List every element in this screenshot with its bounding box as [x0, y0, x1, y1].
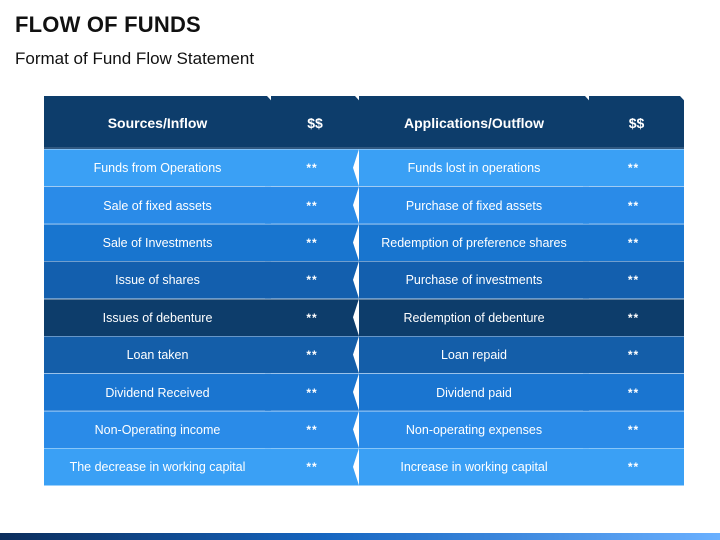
source-cell: Issue of shares [44, 261, 271, 298]
application-cell: Purchase of fixed assets [359, 186, 589, 223]
source-cell: The decrease in working capital [44, 448, 271, 485]
table-body: Funds from Operations ** Funds lost in ope… [44, 149, 684, 486]
source-amount-cell: ** [265, 448, 359, 485]
table-row: The decrease in working capital ** Increas… [44, 448, 684, 486]
application-amount-cell: ** [583, 298, 684, 336]
header-applications: Applications/Outflow [359, 96, 589, 149]
source-amount-cell: ** [265, 261, 359, 298]
table-row: Issue of shares ** Purchase of investments… [44, 261, 684, 299]
source-amount-cell: ** [265, 336, 359, 373]
application-cell: Redemption of preference shares [359, 224, 589, 261]
source-cell: Loan taken [44, 336, 271, 373]
application-amount-cell: ** [583, 410, 684, 449]
table-row: Sale of fixed assets ** Purchase of fixed … [44, 186, 684, 224]
page-title: FLOW OF FUNDS [15, 12, 201, 37]
table-row: Non-Operating income ** Non-operating expe… [44, 410, 684, 449]
application-amount-cell: ** [583, 261, 684, 299]
source-amount-cell: ** [265, 149, 359, 186]
application-amount-cell: ** [583, 149, 684, 187]
header-sources: Sources/Inflow [44, 96, 271, 149]
header-sources-amount: $$ [271, 96, 359, 149]
application-amount-cell: ** [583, 186, 684, 224]
table-row: Loan taken ** Loan repaid ** [44, 335, 684, 374]
fund-flow-table: Sources/Inflow $$ Applications/Outflow $… [44, 96, 684, 486]
application-cell: Purchase of investments [359, 261, 589, 298]
source-cell: Sale of Investments [44, 224, 271, 261]
source-cell: Issues of debenture [44, 299, 271, 336]
application-cell: Dividend paid [359, 373, 589, 410]
application-amount-cell: ** [583, 335, 684, 374]
header-applications-amount: $$ [589, 96, 684, 149]
source-cell: Dividend Received [44, 373, 271, 410]
table-row: Dividend Received ** Dividend paid ** [44, 373, 684, 411]
table-row: Funds from Operations ** Funds lost in ope… [44, 149, 684, 187]
bottom-accent-bar [0, 533, 720, 540]
page-subtitle: Format of Fund Flow Statement [15, 49, 255, 68]
table-header-row: Sources/Inflow $$ Applications/Outflow $… [44, 96, 684, 149]
application-amount-cell: ** [583, 223, 684, 262]
application-amount-cell: ** [583, 448, 684, 486]
source-amount-cell: ** [265, 411, 359, 448]
application-cell: Redemption of debenture [359, 299, 589, 336]
application-cell: Funds lost in operations [359, 149, 589, 186]
table-row: Sale of Investments ** Redemption of prefe… [44, 223, 684, 262]
application-cell: Increase in working capital [359, 448, 589, 485]
source-amount-cell: ** [265, 186, 359, 223]
application-cell: Loan repaid [359, 336, 589, 373]
application-cell: Non-operating expenses [359, 411, 589, 448]
source-cell: Non-Operating income [44, 411, 271, 448]
table-row: Issues of debenture ** Redemption of deben… [44, 298, 684, 336]
source-amount-cell: ** [265, 299, 359, 336]
source-cell: Sale of fixed assets [44, 186, 271, 223]
source-amount-cell: ** [265, 373, 359, 410]
source-amount-cell: ** [265, 224, 359, 261]
source-cell: Funds from Operations [44, 149, 271, 186]
application-amount-cell: ** [583, 373, 684, 411]
